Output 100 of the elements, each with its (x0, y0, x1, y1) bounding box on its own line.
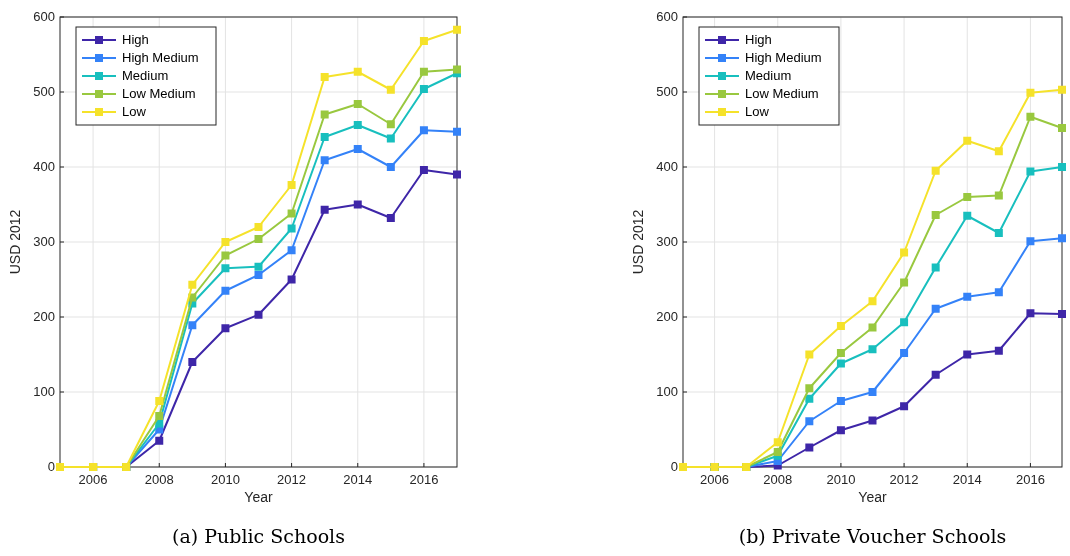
x-axis-title: Year (244, 489, 273, 505)
point (287, 224, 296, 233)
x-tick-label: 2010 (826, 472, 856, 487)
point (1058, 234, 1066, 243)
point (155, 436, 164, 445)
point (353, 200, 362, 209)
point (1026, 88, 1035, 97)
point (931, 211, 940, 219)
point (868, 388, 877, 396)
point (287, 181, 296, 189)
point (320, 73, 329, 81)
point (320, 110, 329, 119)
y-tick-label: 100 (656, 384, 678, 399)
point (868, 345, 877, 354)
point (453, 25, 461, 34)
point (900, 349, 909, 357)
point (805, 443, 814, 452)
y-tick-label: 400 (656, 159, 678, 174)
point (1058, 124, 1066, 132)
point (963, 211, 972, 220)
x-tick-label: 2016 (409, 472, 439, 487)
point (836, 397, 845, 405)
legend-label: Low (122, 104, 147, 119)
point (900, 248, 909, 257)
point (287, 246, 296, 255)
point (1026, 237, 1035, 246)
point (836, 349, 845, 357)
point (836, 359, 845, 368)
point (836, 322, 845, 330)
legend-label: Low (745, 104, 770, 119)
y-tick-label: 300 (656, 234, 678, 249)
legend-label: Medium (122, 68, 169, 83)
point (419, 126, 428, 135)
point (188, 280, 197, 289)
point (221, 238, 230, 246)
x-tick-label: 2008 (763, 472, 793, 487)
point (155, 419, 164, 428)
y-tick-label: 600 (656, 9, 678, 24)
point (994, 288, 1003, 297)
point (287, 275, 296, 284)
point (963, 292, 972, 301)
point (931, 304, 940, 313)
point (900, 278, 909, 287)
y-tick-label: 0 (47, 459, 55, 474)
y-tick-label: 100 (33, 384, 55, 399)
point (1058, 163, 1066, 171)
point (963, 350, 972, 359)
x-tick-label: 2012 (889, 472, 919, 487)
point (994, 147, 1003, 156)
point (868, 297, 877, 306)
point (386, 214, 395, 222)
x-tick-label: 2016 (1015, 472, 1045, 487)
x-tick-label: 2012 (277, 472, 307, 487)
point (900, 318, 909, 327)
point (805, 417, 814, 426)
point (320, 156, 329, 165)
point (188, 358, 197, 366)
legend-label: Low Medium (745, 86, 819, 101)
point (805, 384, 814, 393)
y-tick-label: 500 (33, 84, 55, 99)
y-tick-label: 200 (656, 309, 678, 324)
point (994, 191, 1003, 200)
point (155, 412, 164, 420)
legend-label: Low Medium (122, 86, 196, 101)
point (931, 370, 940, 379)
point (353, 100, 362, 108)
x-tick-label: 2008 (144, 472, 174, 487)
point (287, 209, 296, 218)
x-tick-label: 2014 (343, 472, 373, 487)
point (320, 133, 329, 141)
point (254, 223, 263, 231)
point (931, 263, 940, 272)
point (254, 262, 263, 271)
text: (b) Private Voucher Schools (738, 525, 1007, 547)
point (963, 136, 972, 145)
y-tick-label: 200 (33, 309, 55, 324)
point (1058, 310, 1066, 318)
point (805, 394, 814, 403)
legend-label: High (122, 32, 149, 47)
x-axis-title: Year (858, 489, 887, 505)
point (773, 438, 782, 447)
point (221, 251, 230, 260)
point (353, 145, 362, 153)
point (994, 229, 1003, 237)
x-tick-label: 2006 (78, 472, 108, 487)
x-tick-label: 2014 (952, 472, 982, 487)
point (868, 323, 877, 332)
point (994, 346, 1003, 355)
point (254, 310, 263, 319)
point (836, 426, 845, 435)
point (386, 85, 395, 94)
legend-label: High Medium (122, 50, 199, 65)
point (1058, 85, 1066, 94)
y-tick-label: 600 (33, 9, 55, 24)
point (221, 286, 230, 295)
point (1026, 167, 1035, 176)
legend-label: High Medium (745, 50, 822, 65)
point (419, 67, 428, 76)
legend-label: High (745, 32, 772, 47)
point (254, 271, 263, 279)
